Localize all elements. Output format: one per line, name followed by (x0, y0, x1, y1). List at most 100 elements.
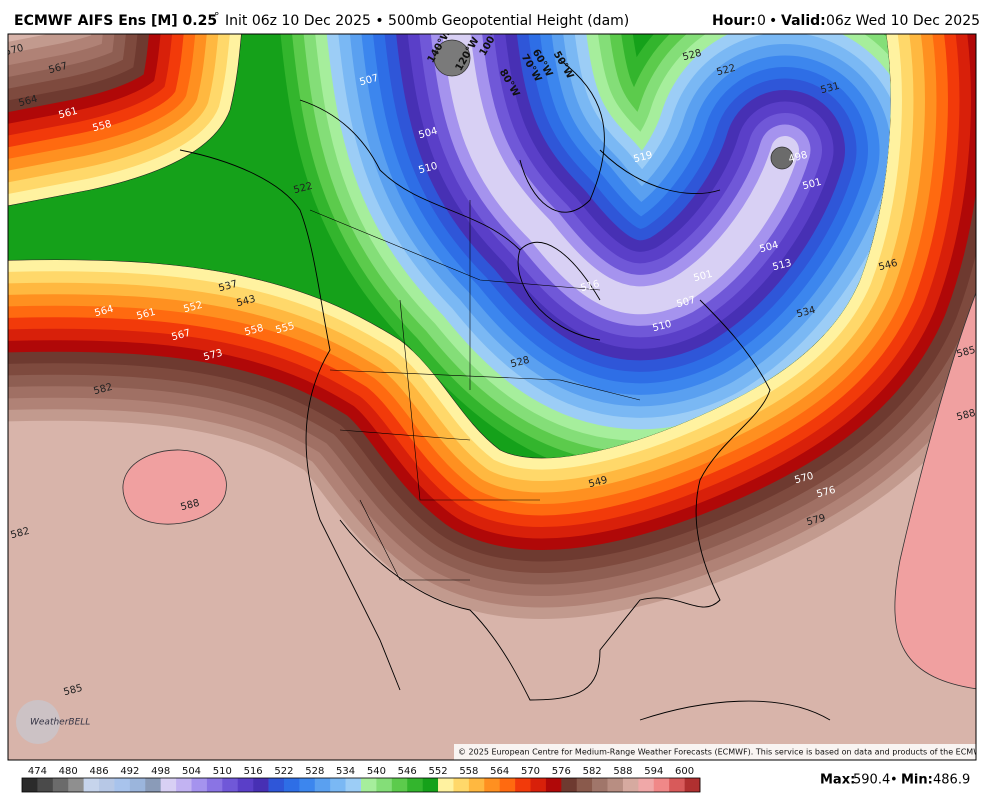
header: ECMWF AIFS Ens [M] 0.25 ° Init 06z 10 De… (14, 10, 980, 29)
low-bands (280, 34, 891, 459)
separator: • (890, 773, 898, 788)
logo: WeatherBELL (16, 700, 90, 744)
contour-label: 516 (579, 279, 600, 295)
colorbar-swatch (345, 778, 362, 792)
colorbar-swatch (468, 778, 485, 792)
contour-label: 558 (243, 323, 264, 339)
contour-label: 561 (57, 106, 78, 122)
contour-label: 543 (235, 294, 256, 310)
contour-label: 513 (771, 258, 792, 274)
min: 486.9 (933, 773, 970, 788)
contour-label: 534 (795, 305, 816, 321)
colorbar-swatch (530, 778, 547, 792)
logo-text: WeatherBELL (30, 718, 90, 728)
hour: 0 (757, 13, 766, 29)
colorbar-label: 540 (367, 766, 386, 777)
colorbar-swatch (191, 778, 208, 792)
contour-label: 570 (793, 471, 814, 487)
colorbar-label: 546 (398, 766, 417, 777)
contour-label: 564 (17, 94, 38, 110)
max: 590.4 (853, 773, 890, 788)
contour-label: 510 (417, 161, 438, 177)
colorbar-label: 510 (213, 766, 232, 777)
colorbar-swatch (376, 778, 393, 792)
colorbar-swatch (407, 778, 423, 792)
contour-label: 555 (274, 321, 295, 337)
contour-label: 582 (9, 526, 30, 542)
contour-label: 579 (805, 513, 826, 529)
colorbar-label: 504 (182, 766, 201, 777)
colorbar-swatch (499, 778, 516, 792)
contour-label: 522 (292, 181, 313, 197)
valid-label: Valid: (781, 13, 826, 29)
contour-label: 522 (715, 63, 736, 79)
high-cells (122, 39, 976, 690)
colorbar-label: 534 (336, 766, 355, 777)
colorbar-swatch (576, 778, 593, 792)
colorbar-swatch (314, 778, 331, 792)
colorbar-swatch (622, 778, 639, 792)
colorbar-swatch (592, 778, 608, 792)
contour-label: 507 (358, 73, 379, 89)
colorbar-swatch (561, 778, 578, 792)
contour-label: 582 (92, 382, 113, 398)
coastline (179, 59, 831, 721)
contour-label: 537 (217, 279, 238, 295)
colorbar-swatch (68, 778, 84, 792)
contour-label: 564 (93, 304, 114, 320)
degree: ° (214, 10, 220, 23)
colorbar-swatch (299, 778, 316, 792)
colorbar-swatch (515, 778, 531, 792)
colorbar-swatch (237, 778, 254, 792)
colorbar-swatch (653, 778, 670, 792)
separator: • (769, 13, 777, 29)
contour-label: 531 (819, 81, 840, 97)
min-label: Min: (901, 773, 933, 788)
borders (309, 200, 641, 581)
colorbar-swatch (268, 778, 285, 792)
colorbar-label: 528 (305, 766, 324, 777)
valid: 06z Wed 10 Dec 2025 (826, 13, 980, 29)
colorbar-label: 480 (59, 766, 78, 777)
contour-label: 501 (801, 177, 822, 193)
height-band (441, 34, 799, 315)
contour-label: 588 (179, 498, 200, 514)
contour-label: 570 (3, 43, 24, 59)
colorbar-swatch (545, 778, 562, 792)
contour-label: 576 (815, 485, 836, 501)
contour-label: 585 (62, 683, 83, 699)
contour-label: 549 (587, 475, 608, 491)
colorbar-swatch (607, 778, 624, 792)
contour-label: 588 (955, 408, 976, 424)
colorbar-swatch (253, 778, 269, 792)
colorbar-swatch (283, 778, 300, 792)
max-label: Max: (820, 773, 855, 788)
contour-label: 519 (632, 150, 653, 166)
colorbar-swatch (176, 778, 192, 792)
colorbar-swatch (83, 778, 100, 792)
colorbar-swatch (330, 778, 346, 792)
map-frame (7, 33, 977, 761)
colorbar-label: 474 (28, 766, 47, 777)
contour-label: 528 (681, 48, 702, 64)
colorbar-label: 522 (274, 766, 293, 777)
colorbar-swatch (438, 778, 454, 792)
contour-label: 504 (758, 240, 779, 256)
colorbar-swatch (222, 778, 239, 792)
contour-label: 507 (675, 295, 696, 311)
contour-label: 510 (651, 319, 672, 335)
colorbar-label: 564 (490, 766, 509, 777)
colorbar-swatch (361, 778, 377, 792)
colorbar-swatch (129, 778, 146, 792)
colorbar-swatch (206, 778, 223, 792)
colorbar-label: 576 (552, 766, 571, 777)
contour-label: 528 (509, 355, 530, 371)
colorbar-label: 570 (521, 766, 540, 777)
colorbar-label: 486 (89, 766, 108, 777)
colorbar-swatch (52, 778, 69, 792)
colorbar-swatch (453, 778, 470, 792)
contour-label: 504 (417, 126, 438, 142)
